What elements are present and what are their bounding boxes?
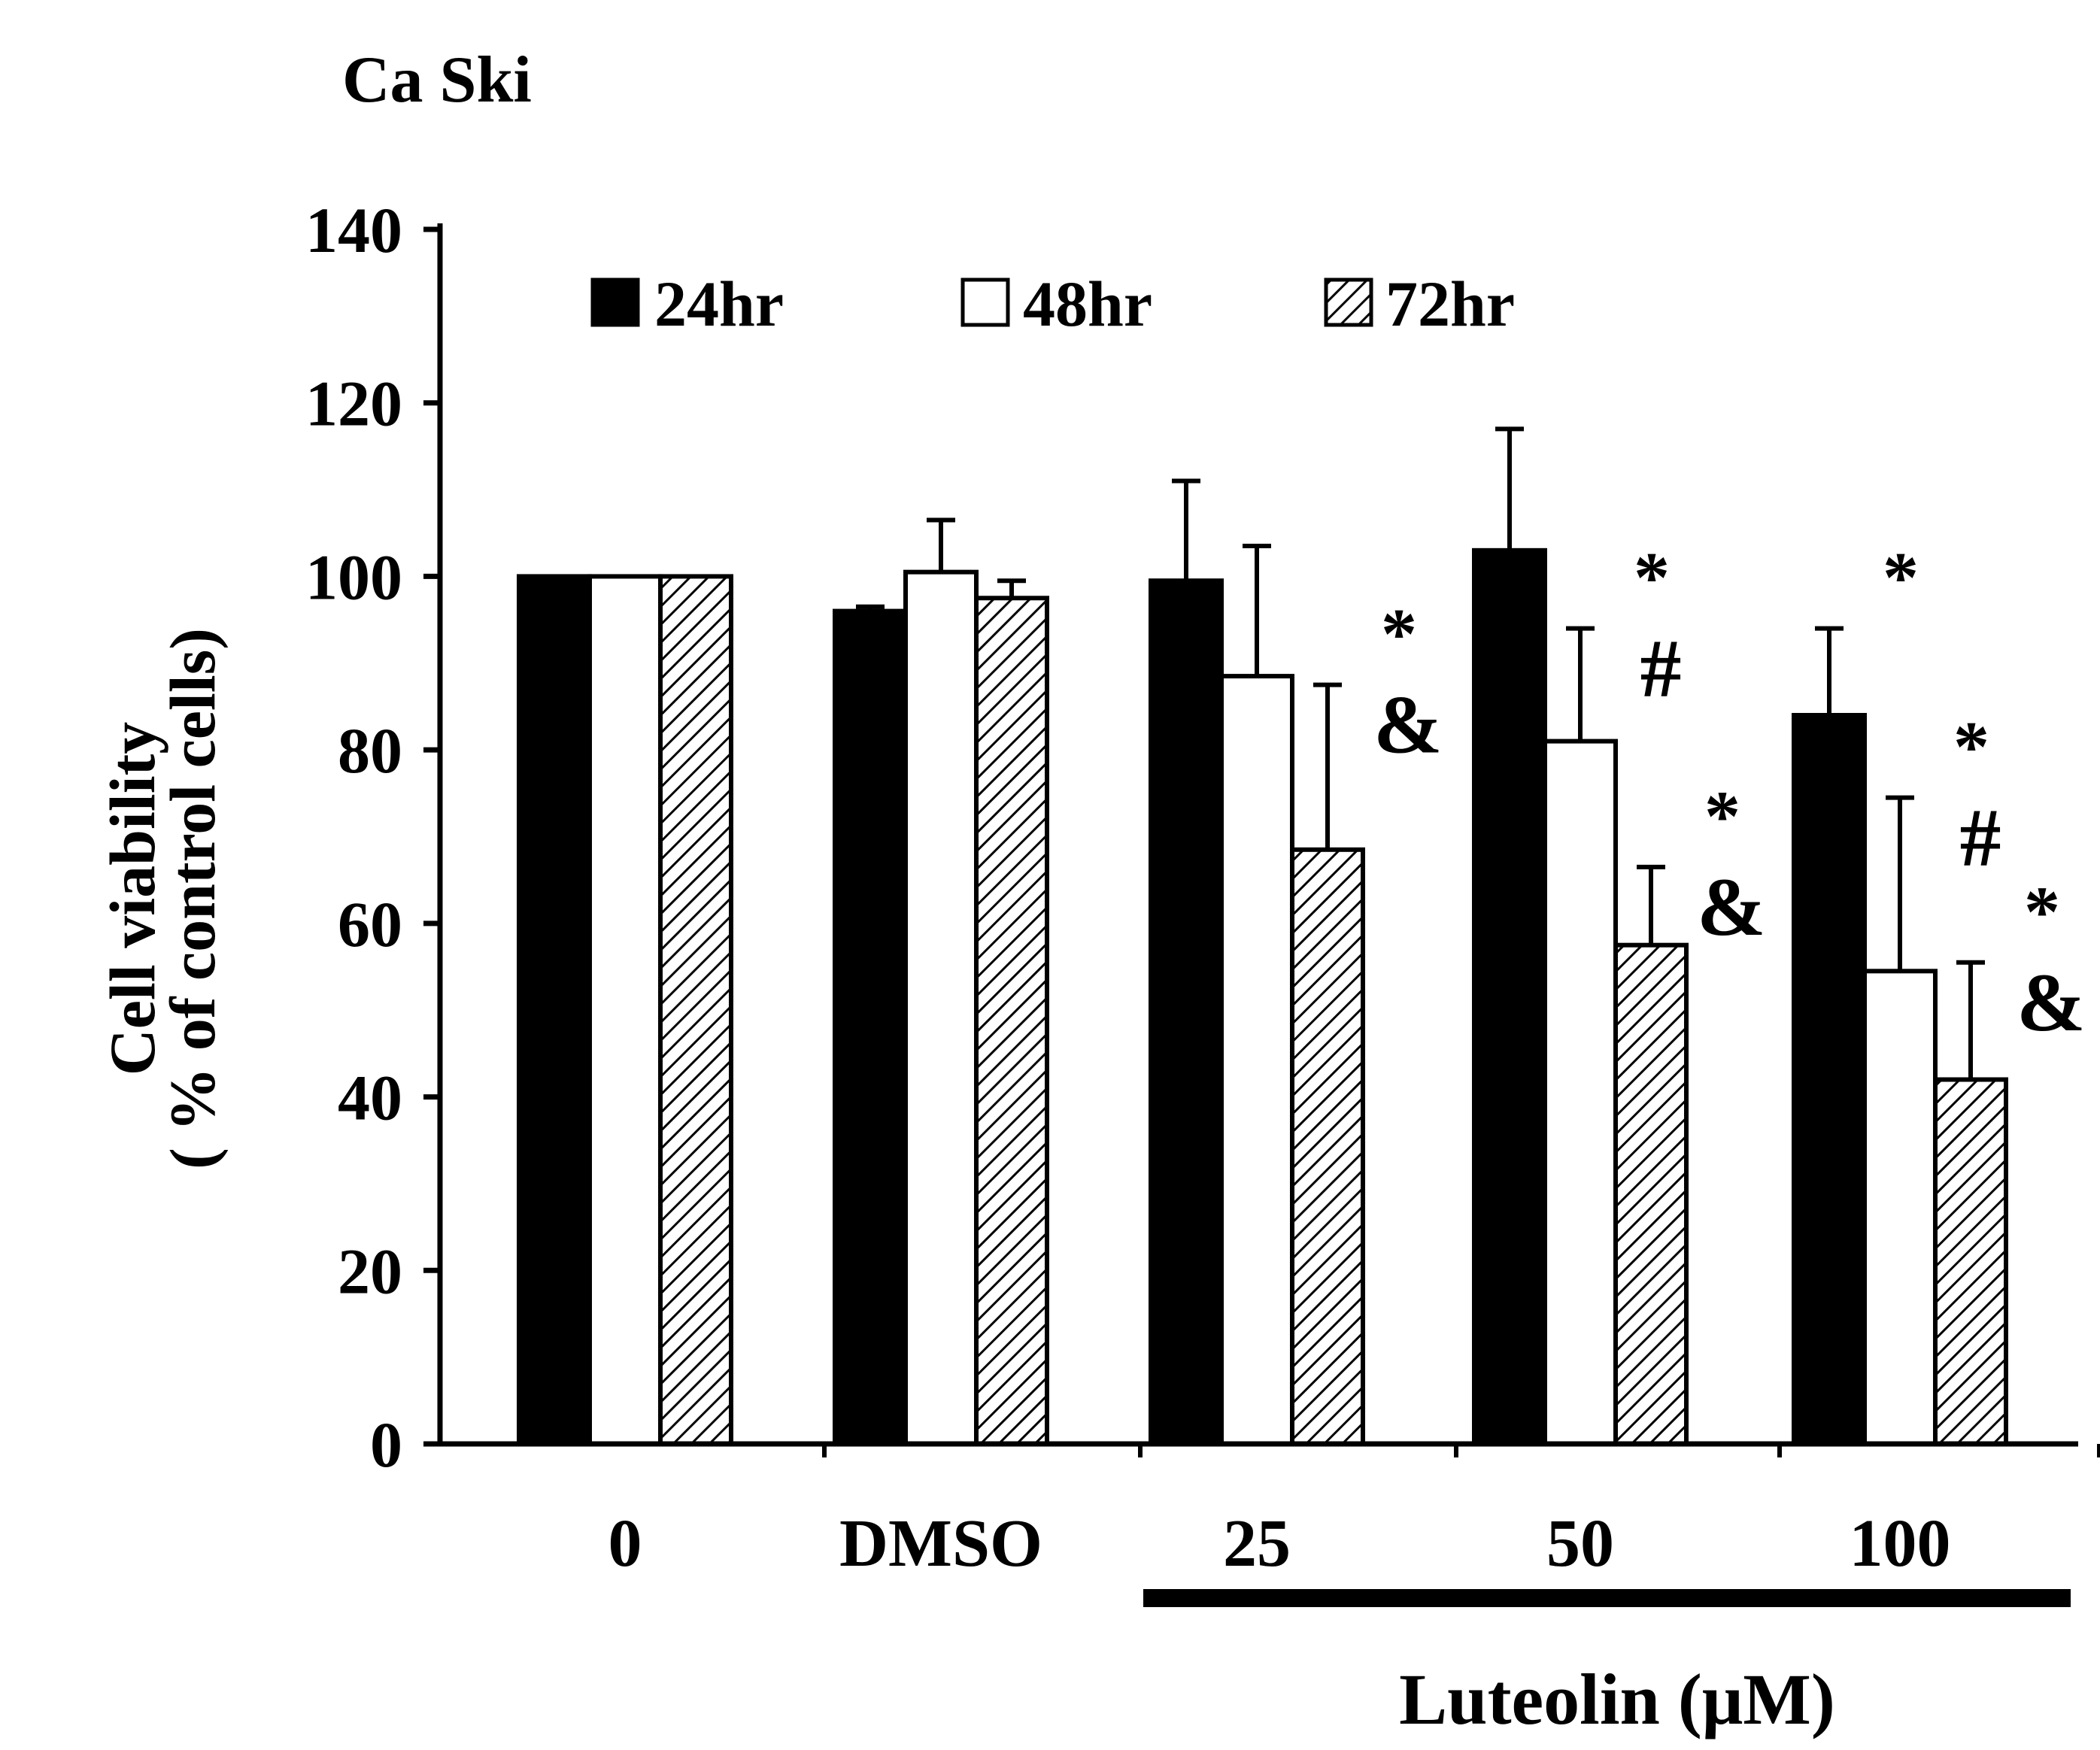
bar-24hr-50 xyxy=(1472,547,1547,1446)
legend-label-48hr: 48hr xyxy=(1023,268,1152,340)
y-tick-label-0: 0 xyxy=(370,1409,402,1481)
legend-label-72hr: 72hr xyxy=(1385,268,1515,340)
bar-series xyxy=(517,547,2008,1447)
significance-symbol: # xyxy=(1960,792,2001,884)
x-tick-label-100: 100 xyxy=(1850,1506,1951,1581)
bar-72hr-0 xyxy=(658,574,733,1446)
legend: 24hr 48hr 72hr xyxy=(590,268,1515,340)
bar-48hr-25 xyxy=(1219,674,1294,1446)
bar-24hr-0 xyxy=(517,574,592,1446)
significance-marks: **#*#*&*& *& xyxy=(1373,538,2086,1048)
legend-label-24hr: 24hr xyxy=(654,268,784,340)
significance-symbol: * xyxy=(2024,872,2060,952)
chart-title: Ca Ski xyxy=(342,44,532,117)
significance-symbol: * xyxy=(1704,776,1740,857)
bar-48hr-0 xyxy=(587,574,663,1446)
significance-symbol: * xyxy=(1381,594,1417,675)
y-tick-label-80: 80 xyxy=(338,714,402,787)
y-tick-label-100: 100 xyxy=(305,541,402,613)
significance-mark-72hr-50: *& xyxy=(1697,776,1766,953)
x-tick-label-50: 50 xyxy=(1546,1506,1614,1581)
bar-48hr-100 xyxy=(1862,969,1938,1446)
x-axis-category-labels: 0 DMSO 25 50 100 xyxy=(608,1506,1951,1581)
y-tick-label-140: 140 xyxy=(305,194,402,266)
bar-48hr-50 xyxy=(1543,739,1618,1446)
y-axis-label: Cell viability ( % of control cells) xyxy=(96,628,229,1169)
x-tick-label-dmso: DMSO xyxy=(839,1506,1042,1581)
significance-symbol: * xyxy=(1634,538,1670,618)
bar-24hr-25 xyxy=(1149,578,1224,1446)
x-tick-label-0: 0 xyxy=(608,1506,642,1581)
significance-mark-24hr-100: * xyxy=(1883,538,1919,618)
significance-mark-48hr-100: *# xyxy=(1953,707,2001,884)
y-axis-ticks: 0 20 40 60 80 100 120 140 xyxy=(305,194,440,1481)
bar-72hr-50 xyxy=(1613,942,1689,1446)
x-axis-label: Luteolin (μM) xyxy=(1399,1659,1835,1739)
bar-24hr-100 xyxy=(1792,713,1867,1446)
significance-symbol: # xyxy=(1640,623,1682,714)
y-tick-label-20: 20 xyxy=(338,1235,402,1307)
error-bars xyxy=(856,426,1985,1080)
bar-24hr-dmso xyxy=(833,608,908,1446)
significance-mark-48hr-50: *# xyxy=(1634,538,1682,714)
x-tick-label-25: 25 xyxy=(1223,1506,1291,1581)
legend-swatch-48hr xyxy=(960,278,1010,327)
y-tick-label-40: 40 xyxy=(338,1062,402,1134)
significance-symbol: & xyxy=(2017,957,2086,1048)
y-tick-label-60: 60 xyxy=(338,888,402,960)
y-axis-label-line2: ( % of control cells) xyxy=(156,628,229,1169)
significance-symbol: * xyxy=(1953,707,1989,787)
significance-symbol: & xyxy=(1373,679,1443,771)
legend-swatch-24hr xyxy=(590,278,640,327)
bar-72hr-dmso xyxy=(974,596,1049,1447)
y-tick-label-120: 120 xyxy=(305,368,402,440)
x-axis-ticks xyxy=(822,1444,2100,1457)
legend-swatch-72hr xyxy=(1324,278,1373,327)
bar-48hr-dmso xyxy=(903,569,979,1446)
bar-72hr-100 xyxy=(1933,1077,2008,1446)
significance-symbol: & xyxy=(1697,861,1766,953)
bar-72hr-25 xyxy=(1290,847,1365,1446)
significance-mark-72hr-25: *& xyxy=(1373,594,1443,771)
significance-symbol: * xyxy=(1883,538,1919,618)
y-axis-label-line1: Cell viability xyxy=(96,722,168,1076)
significance-mark-72hr-100: *& xyxy=(2017,872,2086,1048)
